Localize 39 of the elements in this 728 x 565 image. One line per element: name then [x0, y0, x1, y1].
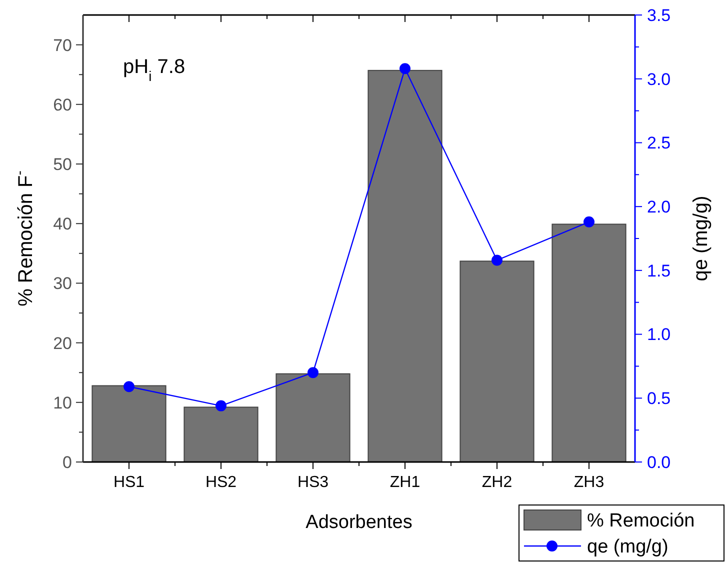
point	[400, 63, 410, 74]
x-tick-label: ZH1	[390, 474, 420, 491]
y-tick-label: 0	[62, 452, 72, 472]
y2-axis-title: qe (mg/g)	[690, 196, 712, 282]
bar	[368, 70, 442, 462]
y2-tick-label: 2.0	[647, 198, 671, 217]
bar	[92, 385, 166, 462]
bar	[552, 224, 626, 462]
y2-tick-label: 0.5	[647, 389, 671, 408]
x-tick-label: HS3	[297, 474, 329, 491]
y2-tick-label: 3.0	[647, 70, 671, 89]
legend-label: qe (mg/g)	[587, 536, 668, 558]
y-tick-label: 40	[53, 214, 72, 234]
y2-tick-label: 2.5	[647, 134, 671, 153]
point	[124, 381, 134, 392]
point	[308, 367, 318, 378]
annotation: pH$_{i}$ 7.8	[123, 56, 186, 84]
x-tick-label: ZH3	[574, 474, 604, 491]
y-tick-label: 50	[53, 154, 72, 174]
y-tick-label: 30	[53, 274, 72, 294]
y2-tick-label: 3.5	[647, 6, 671, 25]
x-tick-label: HS1	[113, 474, 145, 491]
y-tick-label: 60	[53, 95, 72, 114]
y2-tick-label: 0.0	[647, 452, 671, 472]
legend-label: % Remoción	[587, 510, 695, 532]
y-tick-label: 20	[53, 334, 72, 353]
bar	[184, 406, 258, 462]
y2-tick-label: 1.0	[647, 325, 671, 344]
point	[584, 216, 594, 228]
bar	[460, 260, 534, 462]
point	[216, 400, 226, 412]
x-axis-title: Adsorbentes	[306, 512, 412, 533]
y-tick-label: 10	[53, 393, 72, 412]
bar	[276, 373, 350, 462]
x-tick-label: HS2	[205, 474, 237, 491]
y2-tick-label: 1.5	[647, 261, 671, 280]
point	[492, 254, 502, 266]
y-tick-label: 70	[53, 36, 72, 55]
x-tick-label: ZH2	[482, 474, 512, 491]
